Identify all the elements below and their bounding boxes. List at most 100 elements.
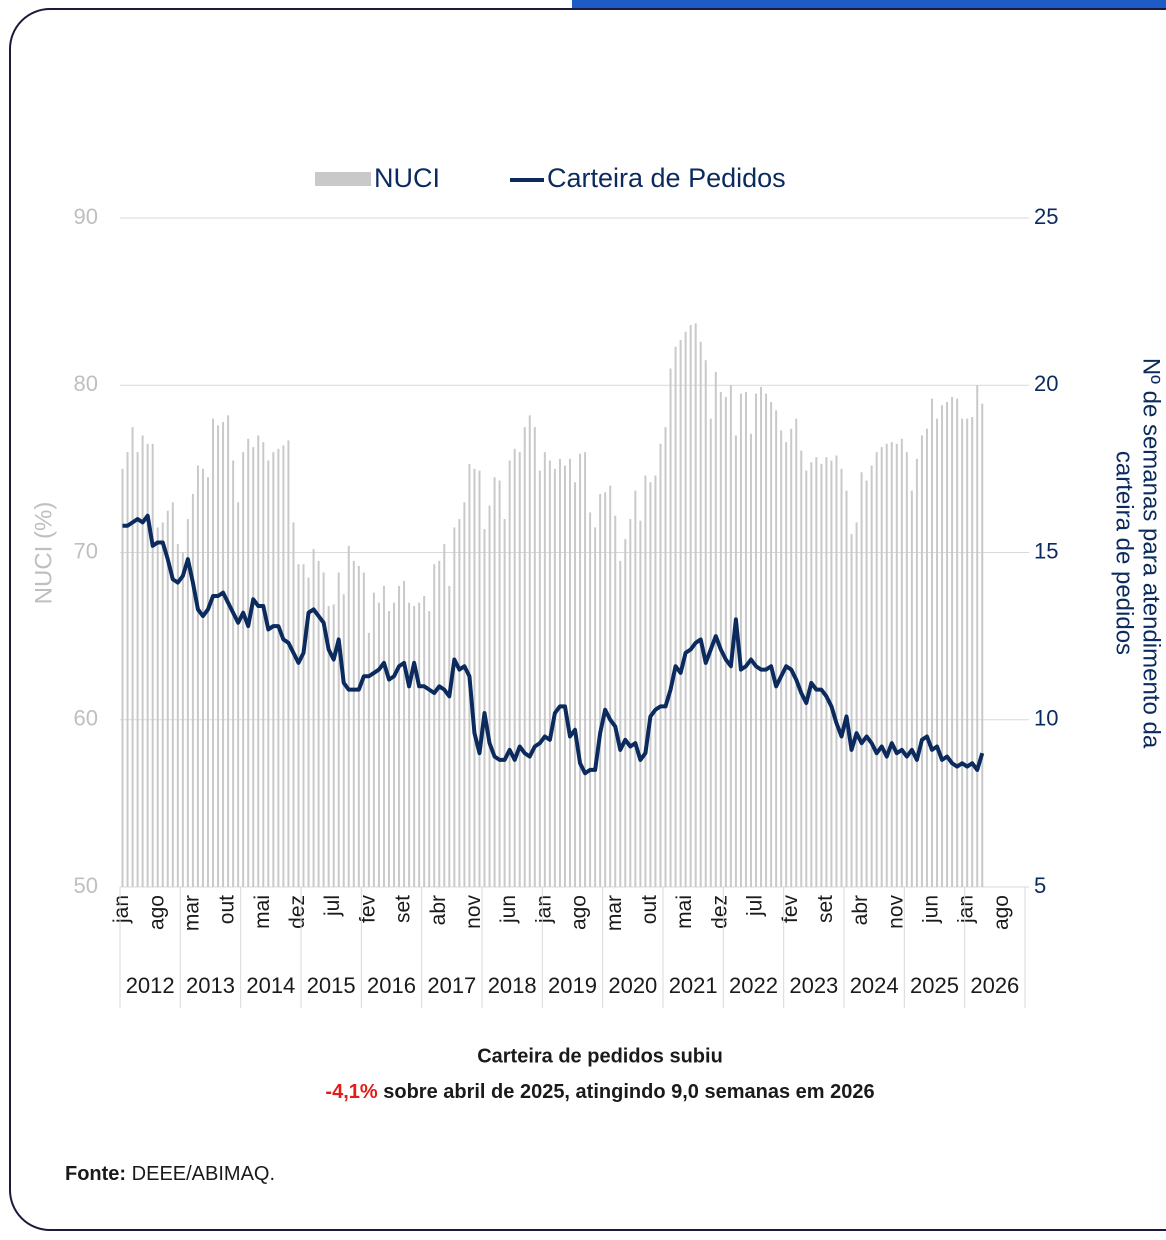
x-tick-label: jun [497,895,520,924]
bar [292,522,295,887]
bar [936,418,939,887]
bar [131,427,134,887]
bar [257,435,260,887]
bar [719,391,722,887]
bar [171,502,174,887]
x-tick-label: abr [849,895,872,925]
bar [463,502,466,887]
bar [624,539,627,887]
x-tick-label: out [638,895,661,924]
x-tick-label: jul [744,895,767,917]
x-year-label: 2012 [126,973,175,998]
bar [382,585,385,887]
bar [377,602,380,887]
bar [126,452,129,887]
bar [453,527,456,887]
bar [533,427,536,887]
header-tab [572,0,1166,8]
bar [860,472,863,887]
bar [966,418,969,887]
x-year-label: 2022 [729,973,778,998]
x-tick-label: nov [462,895,485,929]
bar [418,602,421,887]
x-year-label: 2025 [910,973,959,998]
x-tick-label: dez [286,895,309,929]
bar [765,393,768,887]
bar [971,417,974,887]
x-tick-label: ago [990,895,1013,930]
bar [297,564,300,887]
bar [649,482,652,887]
bar [604,492,607,887]
bar [704,360,707,888]
bar [890,442,893,887]
bar [237,502,240,887]
bar [744,391,747,887]
bar [181,552,184,887]
bar [176,544,179,887]
bar [222,422,225,887]
bar [855,522,858,887]
bar [413,606,416,887]
bar [161,522,164,887]
bar [714,371,717,887]
bar [840,468,843,887]
bar [508,460,511,887]
bar [448,585,451,887]
bar [201,468,204,887]
x-year-label: 2013 [186,973,235,998]
bar [915,458,918,887]
legend-swatch [315,172,371,186]
bar [941,405,944,887]
bar [398,585,401,887]
y-axis-title: NUCI (%) [30,502,57,605]
bar [232,460,235,887]
bar [121,468,124,887]
bar [217,425,220,887]
x-year-label: 2023 [789,973,838,998]
bar [930,398,933,887]
bar [699,341,702,887]
bar [166,510,169,887]
bar [528,415,531,887]
bar [644,475,647,887]
bar [981,403,984,887]
y2-tick-label: 15 [1034,538,1058,563]
x-year-label: 2015 [307,973,356,998]
bar [493,477,496,887]
bar [810,462,813,887]
bar [845,490,848,887]
bar [247,438,250,887]
bar [976,385,979,887]
bar [151,443,154,887]
bar [337,572,340,887]
bar [589,512,592,887]
bar [734,435,737,887]
bar [679,340,682,887]
bar [815,457,818,887]
y-tick-label: 50 [74,873,98,898]
bar [795,418,798,887]
x-tick-label: dez [708,895,731,929]
y-tick-label: 60 [74,706,98,731]
bar [538,470,541,887]
bar [206,477,209,887]
bar [403,580,406,887]
bar [724,396,727,887]
bar [186,519,189,887]
bar [639,520,642,887]
bar [885,443,888,887]
x-year-label: 2014 [246,973,295,998]
y-tick-label: 80 [74,371,98,396]
x-year-label: 2020 [608,973,657,998]
bar [322,572,325,887]
bar [443,544,446,887]
x-tick-label: mar [603,895,626,931]
bar [458,519,461,887]
x-year-label: 2019 [548,973,597,998]
bar [755,393,758,887]
bar [775,410,778,887]
y-tick-label: 70 [74,538,98,563]
x-tick-label: jan [955,895,978,924]
bar [563,465,566,887]
